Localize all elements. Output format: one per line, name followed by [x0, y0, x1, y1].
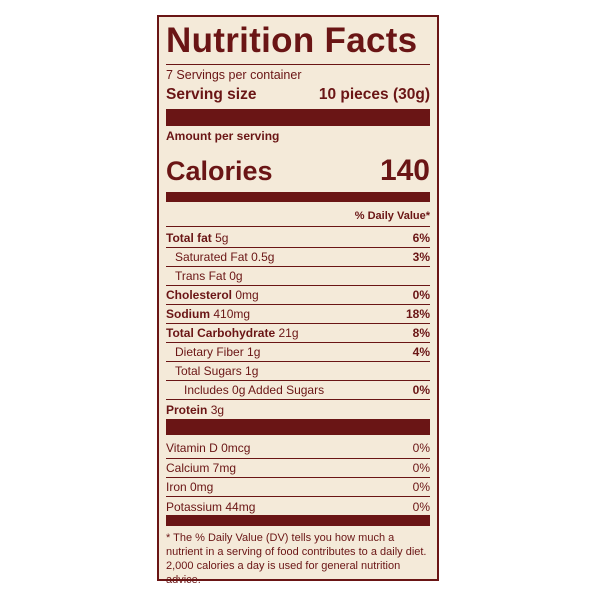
nutrient-label: Dietary Fiber 1g: [166, 345, 260, 359]
vitamin-dv: 0%: [412, 499, 430, 514]
nutrient-dv: 6%: [412, 231, 430, 245]
nutrient-amount: 0.5g: [251, 250, 275, 264]
vitamin-name: Iron 0mg: [166, 480, 214, 494]
nutrient-label: Trans Fat 0g: [166, 269, 243, 283]
vitamin-row: Iron 0mg 0%: [166, 478, 430, 497]
nutrition-facts-label: Nutrition Facts 7 Servings per container…: [157, 15, 439, 586]
nutrient-list: Total fat 5g 6% Saturated Fat 0.5g 3% Trans …: [166, 229, 430, 419]
nutrient-row: Protein 3g: [166, 400, 430, 419]
vitamin-name: Calcium 7mg: [166, 461, 237, 475]
serving-size-value: 10 pieces (30g): [318, 86, 430, 103]
vitamin-dv: 0%: [412, 461, 430, 475]
nutrient-name: Cholesterol: [166, 288, 233, 302]
amount-per-serving: Amount per serving: [166, 129, 280, 143]
calories-row: Calories 140: [166, 151, 430, 191]
nutrient-row: Includes 0g Added Sugars 0%: [166, 381, 430, 400]
nutrient-amount: 1g: [245, 364, 259, 378]
nutrient-row: Total Carbohydrate 21g 8%: [166, 324, 430, 343]
nutrient-dv: 0%: [412, 288, 430, 302]
calories-label: Calories: [166, 155, 273, 186]
vitamin-list: Vitamin D 0mcg 0% Calcium 7mg 0% Iron 0mg 0% P…: [166, 437, 430, 516]
serving-size-label: Serving size: [166, 86, 257, 103]
nutrient-name: Total Sugars: [175, 364, 242, 378]
nutrient-row: Total Sugars 1g: [166, 362, 430, 381]
daily-value-header-text: % Daily Value*: [354, 210, 430, 222]
nutrient-label: Total Sugars 1g: [166, 364, 258, 378]
nutrient-name: Trans Fat: [175, 269, 226, 283]
serving-size-row: Serving size 10 pieces (30g): [166, 85, 430, 105]
nutrient-amount: 5g: [215, 231, 229, 245]
nutrient-dv: 8%: [412, 326, 430, 340]
nutrient-label: Total fat 5g: [166, 231, 228, 245]
vitamin-row: Vitamin D 0mcg 0%: [166, 437, 430, 459]
calories-value: 140: [379, 154, 430, 187]
nutrient-label: Cholesterol 0mg: [166, 288, 259, 302]
vitamin-row: Calcium 7mg 0%: [166, 459, 430, 478]
thick-divider: [166, 109, 430, 126]
nutrient-row: Sodium 410mg 18%: [166, 305, 430, 324]
vitamin-name: Potassium 44mg: [166, 499, 256, 514]
nutrient-name: Total Carbohydrate: [166, 326, 276, 340]
nutrient-amount: 0mg: [235, 288, 259, 302]
nutrient-row: Trans Fat 0g: [166, 267, 430, 286]
nutrient-name: Saturated Fat: [175, 250, 248, 264]
nutrient-label: Includes 0g Added Sugars: [166, 383, 324, 397]
medium-divider: [166, 515, 430, 526]
label-title: Nutrition Facts: [166, 21, 418, 60]
nutrient-name: Protein: [166, 402, 208, 417]
vitamin-dv: 0%: [412, 440, 430, 455]
nutrient-label: Saturated Fat 0.5g: [166, 250, 274, 264]
divider: [166, 64, 430, 65]
vitamin-name: Vitamin D 0mcg: [166, 440, 251, 455]
footnote: * The % Daily Value (DV) tells you how m…: [166, 532, 427, 586]
nutrient-name: Includes 0g Added Sugars: [184, 383, 325, 397]
daily-value-header: % Daily Value*: [166, 206, 430, 227]
nutrient-name: Dietary Fiber: [175, 345, 244, 359]
nutrient-amount: 0g: [229, 269, 243, 283]
nutrient-name: Total fat: [166, 231, 212, 245]
thick-divider: [166, 419, 430, 435]
nutrient-dv: 3%: [412, 250, 430, 264]
nutrient-dv: 0%: [412, 383, 430, 397]
nutrient-row: Total fat 5g 6%: [166, 229, 430, 248]
medium-divider: [166, 192, 430, 202]
vitamin-dv: 0%: [412, 480, 430, 494]
nutrient-row: Saturated Fat 0.5g 3%: [166, 248, 430, 267]
nutrient-label: Sodium 410mg: [166, 307, 250, 321]
nutrient-name: Sodium: [166, 307, 210, 321]
nutrient-amount: 21g: [278, 326, 299, 340]
nutrient-label: Protein 3g: [166, 403, 224, 417]
nutrient-dv: 4%: [412, 345, 430, 359]
servings-per-container: 7 Servings per container: [166, 68, 302, 82]
nutrient-row: Cholesterol 0mg 0%: [166, 286, 430, 305]
nutrient-row: Dietary Fiber 1g 4%: [166, 343, 430, 362]
nutrient-amount: 3g: [210, 402, 225, 417]
nutrient-dv: 18%: [405, 307, 430, 321]
nutrient-label: Total Carbohydrate 21g: [166, 326, 299, 340]
nutrient-amount: 1g: [247, 345, 261, 359]
vitamin-row: Potassium 44mg 0%: [166, 497, 430, 516]
nutrient-amount: 410mg: [213, 307, 251, 321]
